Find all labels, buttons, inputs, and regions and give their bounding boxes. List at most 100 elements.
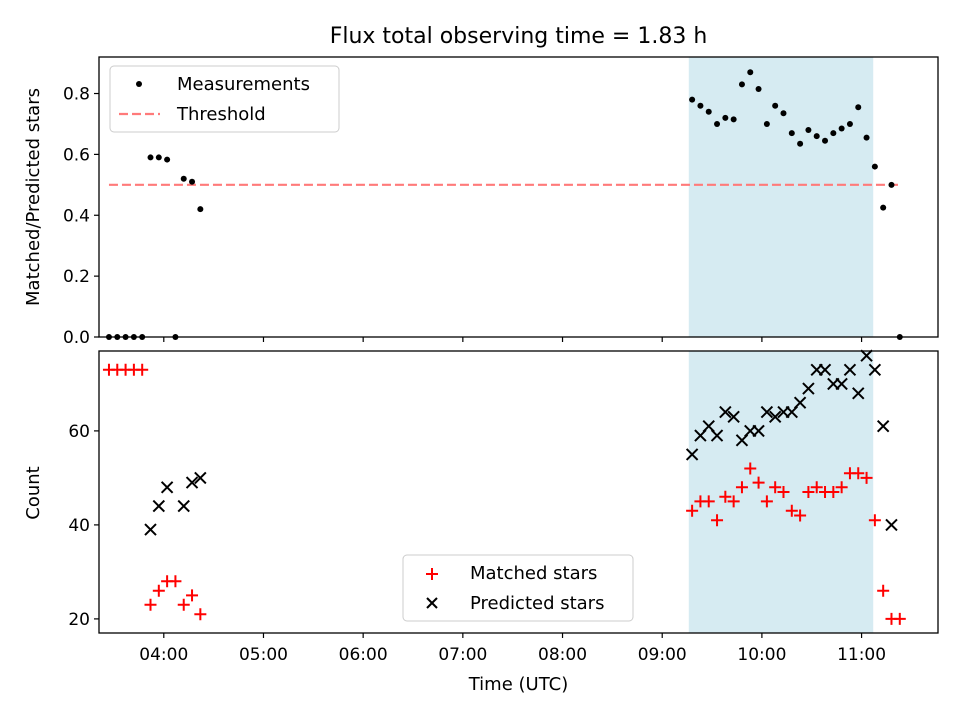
legend-measurements-label: Measurements (177, 74, 310, 95)
predicted-stars-point (185, 476, 199, 489)
top-axes-frame (98, 56, 939, 338)
measurement-point (197, 206, 204, 213)
matched-stars-point (785, 504, 798, 517)
predicted-stars-point (868, 363, 882, 377)
measurement-point (805, 127, 812, 134)
measurement-point (838, 125, 845, 132)
predicted-stars-point (768, 410, 782, 424)
predicted-stars-point (685, 448, 699, 461)
x-tick-label: 06:00 (339, 645, 388, 665)
x-tick-label: 04:00 (139, 645, 188, 665)
matched-stars-point (752, 476, 765, 489)
legend-measurements-marker (136, 81, 142, 87)
predicted-stars-point (152, 499, 166, 513)
x-axis-label: Time (UTC) (468, 674, 569, 695)
matched-stars-point (702, 495, 715, 508)
predicted-stars-point (835, 377, 848, 391)
measurement-point (722, 114, 729, 121)
measurement-point (747, 69, 754, 76)
top-legend-frame (109, 65, 340, 133)
matched-stars-point (719, 490, 732, 503)
top-y-axis: 0.0 0.2 0.4 0.6 0.8 (63, 85, 99, 348)
measurement-point (763, 120, 770, 127)
matched-stars-point (735, 481, 748, 494)
measurement-point (714, 120, 721, 127)
matched-stars-point (777, 486, 790, 498)
predicted-stars-point (802, 382, 815, 395)
predicted-stars-point (885, 518, 898, 532)
measurement-point (738, 81, 745, 88)
measurement-point (697, 102, 704, 109)
measurement-point (147, 154, 154, 161)
top-y-tick-label: 0.4 (63, 206, 90, 226)
top-y-tick-label: 0.2 (63, 267, 90, 287)
predicted-stars-point (876, 419, 890, 433)
matched-stars-point (827, 486, 840, 498)
predicted-stars-point (752, 424, 765, 438)
measurement-point (888, 181, 895, 188)
matched-stars-point (194, 608, 207, 621)
predicted-stars-point (719, 405, 732, 419)
bottom-axes-frame (98, 350, 939, 634)
top-measurements-layer (105, 69, 903, 340)
matched-stars-point (852, 467, 865, 480)
matched-stars-point (760, 495, 773, 508)
matched-stars-point (169, 575, 182, 588)
measurement-point (846, 120, 853, 127)
measurement-point (772, 102, 779, 109)
measurement-point (871, 163, 878, 170)
measurement-point (880, 204, 887, 211)
legend-predicted-label: Predicted stars (470, 593, 604, 614)
matched-stars-point (144, 598, 157, 611)
bottom-y-axis-label: Count (23, 466, 44, 519)
predicted-stars-point (843, 363, 857, 377)
predicted-stars-point (727, 410, 740, 424)
measurement-point (705, 108, 712, 115)
predicted-stars-point (793, 396, 807, 409)
matched-stars-point (186, 589, 199, 602)
x-tick-label: 08:00 (538, 645, 587, 665)
matched-stars-point (727, 495, 740, 508)
x-tick-label: 05:00 (239, 645, 288, 665)
top-y-axis-label: Matched/Predicted stars (23, 88, 44, 306)
top-x-ticks (163, 337, 863, 342)
matched-stars-point (835, 481, 848, 494)
bottom-y-tick-label: 60 (68, 422, 90, 442)
measurement-point (180, 175, 187, 182)
measurement-point (780, 110, 787, 117)
x-tick-label: 07:00 (438, 645, 487, 665)
bottom-panel: 20 40 60 04:00 05:00 06:00 07:00 08:00 09:00 10:… (23, 349, 939, 695)
measurement-point (788, 130, 795, 137)
top-panel: 0.00.20.40.60.8 Matched/Predicted stars … (23, 56, 939, 348)
predicted-stars-point (760, 405, 774, 419)
matched-stars-point (794, 509, 807, 522)
measurement-point (813, 133, 820, 140)
matched-stars-point (177, 598, 190, 611)
measurement-point (730, 116, 737, 123)
legend-matched-marker (426, 568, 438, 580)
x-tick-label: 09:00 (638, 645, 687, 665)
matched-stars-point (711, 514, 724, 527)
bottom-x-axis: 04:00 05:00 06:00 07:00 08:00 09:00 10:00 11:00 (139, 633, 886, 665)
chart-title: Flux total observing time = 1.83 h (330, 24, 708, 49)
top-y-tick-label: 0.0 (63, 328, 90, 348)
predicted-stars-point (852, 387, 865, 400)
measurement-point (755, 85, 762, 92)
matched-stars-point (769, 481, 782, 494)
matched-stars-point (686, 504, 699, 517)
predicted-stars-point (177, 499, 190, 513)
measurement-point (155, 154, 162, 161)
predicted-stars-point (144, 523, 157, 536)
legend-threshold-label: Threshold (176, 104, 266, 125)
x-tick-label: 10:00 (737, 645, 786, 665)
bottom-legend-frame (402, 554, 634, 622)
matched-stars-point (893, 612, 906, 625)
predicted-stars-point (860, 349, 873, 362)
top-y-tick-label: 0.8 (63, 85, 90, 105)
top-y-tick-label: 0.6 (63, 145, 90, 165)
bottom-y-tick-label: 20 (68, 610, 90, 630)
bottom-y-axis: 20 40 60 (68, 422, 99, 630)
measurement-point (689, 96, 696, 103)
matched-stars-point (810, 481, 823, 494)
predicted-stars-point (710, 429, 724, 442)
